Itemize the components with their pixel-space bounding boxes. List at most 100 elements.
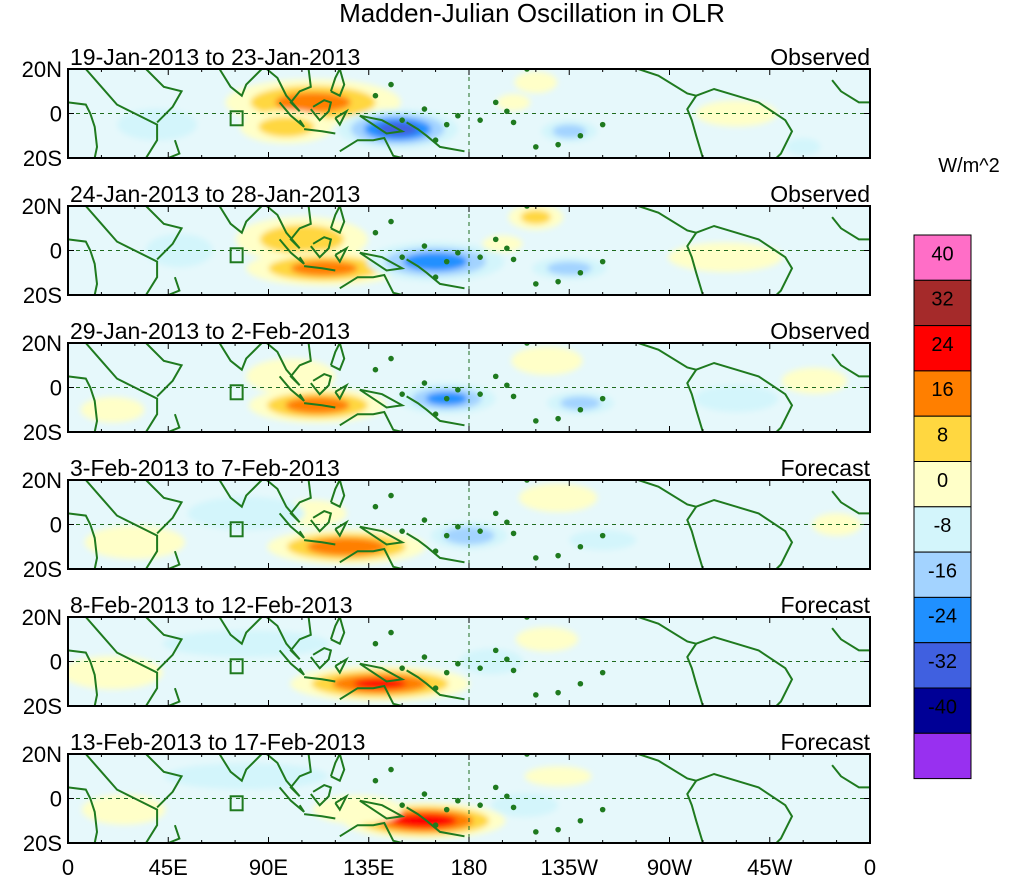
colorbar-label: -16 (928, 560, 957, 582)
anomaly-field (68, 69, 870, 158)
island-9 (577, 680, 584, 687)
coastline-3 (167, 139, 181, 158)
anomaly-7 (668, 242, 783, 272)
panel-2: 20N 0 20S 24-Jan-2013 to 28-Jan-2013 Observe… (22, 181, 871, 308)
coastlines (68, 617, 870, 706)
island-2 (443, 121, 450, 128)
x-axis: 0 45E 90E 135E 180 135W 90W 45W 0 (62, 855, 876, 880)
coastline-15 (695, 772, 794, 843)
island-7 (533, 144, 539, 150)
panel-period: 24-Jan-2013 to 28-Jan-2013 (70, 181, 360, 207)
anomaly-1 (259, 224, 344, 254)
coastline-16 (831, 79, 870, 104)
panel-period: 19-Jan-2013 to 23-Jan-2013 (70, 44, 360, 70)
y-tick-label: 20S (23, 283, 62, 308)
colorbar-swatch (913, 732, 972, 780)
y-tick-label: 20S (23, 146, 62, 171)
island-9 (577, 817, 584, 824)
island-8 (555, 415, 561, 422)
coastline-8 (310, 647, 333, 670)
island-6 (510, 393, 517, 400)
coastline-7 (303, 128, 336, 135)
island-7 (533, 829, 539, 835)
island-1 (421, 380, 428, 386)
x-tick-label: 45W (747, 855, 792, 880)
x-tick-label: 90W (647, 855, 692, 880)
region-box (229, 658, 244, 675)
coastline-4 (197, 206, 264, 235)
island-4 (477, 391, 483, 397)
island-14 (388, 492, 394, 499)
island-10 (599, 395, 606, 402)
island-2 (443, 669, 450, 676)
region-box (229, 247, 244, 264)
region-box (229, 521, 244, 538)
anomaly-6 (84, 525, 185, 559)
coastline-15 (695, 224, 794, 295)
anomaly-layer (117, 71, 821, 156)
coastline-2 (145, 617, 184, 672)
x-tick-label: 135E (343, 855, 394, 880)
coastline-5 (265, 206, 312, 250)
island-3 (455, 660, 461, 667)
y-tick-label: 20S (23, 557, 62, 582)
anomaly-2 (515, 627, 579, 652)
island-13 (372, 640, 379, 647)
island-11 (399, 802, 405, 808)
coastline-16 (831, 216, 870, 241)
island-6 (510, 530, 517, 537)
region-box (229, 384, 244, 401)
anomaly-8 (145, 233, 213, 268)
panel-period: 3-Feb-2013 to 7-Feb-2013 (70, 455, 340, 481)
coastline-6 (278, 238, 305, 265)
coastline-5 (265, 69, 312, 113)
x-tick-label: 180 (451, 855, 488, 880)
coastline-2 (145, 343, 184, 398)
colorbar-swatch (913, 461, 972, 508)
colorbar-swatch (913, 370, 972, 417)
panel-3: 20N 0 20S 29-Jan-2013 to 2-Feb-2013 Observed (22, 318, 871, 445)
island-13 (372, 92, 379, 99)
island-3 (455, 249, 461, 256)
anomaly-1 (306, 537, 387, 556)
island-10 (599, 532, 606, 539)
anomaly-4 (518, 483, 598, 513)
island-14 (388, 81, 394, 88)
island-14 (388, 629, 394, 636)
anomaly-3 (68, 655, 163, 690)
colorbar-label: -24 (928, 606, 957, 628)
island-1 (421, 106, 428, 112)
anomaly-5 (459, 648, 524, 675)
island-14 (388, 355, 394, 362)
island-2 (443, 806, 450, 813)
coastline-13 (406, 258, 465, 290)
island-6 (510, 256, 517, 263)
coastline-8 (310, 99, 333, 122)
y-tick-label: 20S (23, 420, 62, 445)
island-13 (372, 777, 379, 784)
island-1 (421, 791, 428, 797)
coastlines (68, 343, 870, 432)
island-1 (421, 243, 428, 249)
island-7 (533, 281, 539, 287)
island-16 (504, 656, 510, 663)
colorbar-label: 24 (931, 334, 953, 356)
colorbar-swatch (913, 234, 972, 281)
coastline-9 (334, 382, 349, 401)
coastline-6 (278, 786, 305, 813)
colorbar-swatch (913, 279, 972, 327)
coastline-14 (637, 617, 704, 706)
island-2 (443, 532, 450, 539)
island-14 (388, 766, 394, 773)
island-11 (399, 665, 405, 671)
coastline-12 (339, 273, 403, 295)
coastline-12 (339, 821, 403, 843)
colorbar-units: W/m^2 (938, 155, 1000, 177)
colorbar-label: -32 (928, 651, 957, 673)
colorbar-label: -8 (934, 515, 952, 537)
island-3 (455, 112, 461, 119)
island-6 (510, 804, 517, 811)
coastline-13 (406, 669, 465, 701)
coastline-2 (145, 754, 184, 809)
